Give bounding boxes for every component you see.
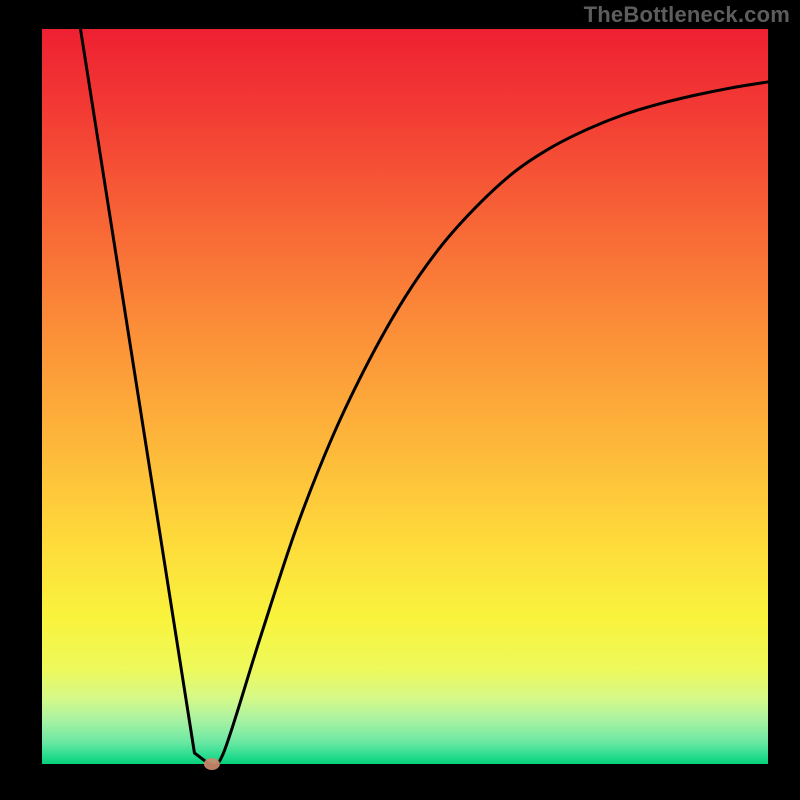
minimum-marker	[204, 758, 220, 770]
plot-background-gradient	[42, 29, 768, 764]
bottleneck-chart	[0, 0, 800, 800]
chart-container: TheBottleneck.com	[0, 0, 800, 800]
